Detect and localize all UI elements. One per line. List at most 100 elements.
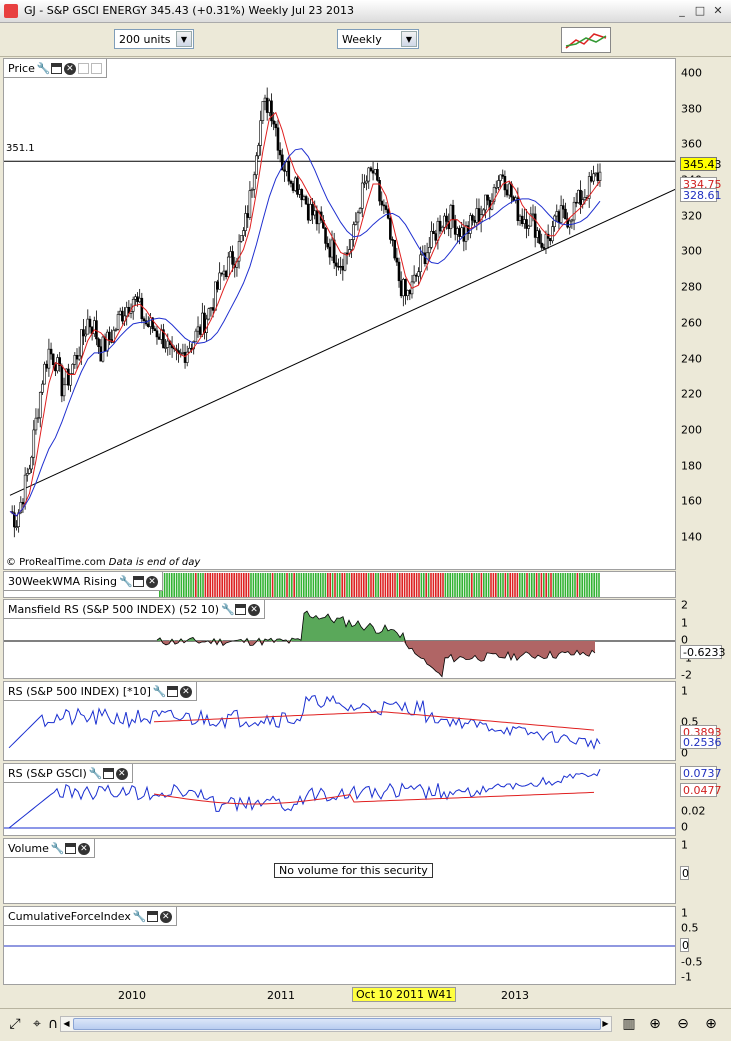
- wrench-icon[interactable]: 🔧: [88, 766, 103, 780]
- price-panel[interactable]: Price 🔧 ✕ 351.1 © ProRealTime.com Data i…: [3, 58, 676, 570]
- candle-body: [99, 346, 103, 362]
- wma-rising-bar: [574, 573, 576, 597]
- move-up-icon[interactable]: [90, 63, 102, 74]
- volume-panel-title: Volume: [8, 842, 49, 855]
- maximize-icon[interactable]: □: [694, 4, 706, 17]
- wrench-icon[interactable]: 🔧: [221, 602, 235, 616]
- close-icon[interactable]: ✕: [77, 842, 90, 855]
- candle-body: [211, 307, 215, 311]
- mansfield-panel[interactable]: Mansfield RS (S&P 500 INDEX) (52 10) 🔧 ✕: [3, 599, 676, 679]
- close-icon[interactable]: ✕: [115, 767, 128, 780]
- wrench-icon[interactable]: 🔧: [50, 841, 65, 855]
- wrench-icon[interactable]: 🔧: [36, 61, 51, 75]
- time-scrollbar[interactable]: ◀ ▶: [60, 1016, 612, 1032]
- candle-body: [337, 265, 340, 268]
- wma-rising-bar: [516, 573, 519, 597]
- candle-body: [469, 215, 472, 234]
- candle-body: [34, 417, 38, 431]
- wma-panel[interactable]: 30WeekWMA Rising 🔧 ✕: [3, 571, 676, 598]
- zoom-out-icon[interactable]: ⊖: [677, 1016, 689, 1032]
- wma-rising-bar: [523, 573, 526, 597]
- chevron-down-icon[interactable]: ▼: [401, 31, 417, 47]
- pointer-icon[interactable]: ⌖: [33, 1016, 41, 1032]
- wma-rising-bar: [375, 573, 377, 597]
- candle-body: [114, 329, 118, 331]
- rs500-panel[interactable]: RS (S&P 500 INDEX) [*10] 🔧 ✕: [3, 681, 676, 761]
- chart-style-button[interactable]: [561, 27, 611, 53]
- minimize-icon[interactable]: _: [679, 4, 685, 17]
- volume-panel-header: Volume 🔧 ✕: [4, 839, 95, 858]
- zoom-in-icon[interactable]: ⊕: [705, 1016, 717, 1032]
- mansfield-panel-header: Mansfield RS (S&P 500 INDEX) (52 10) 🔧 ✕: [4, 600, 266, 619]
- wrench-icon[interactable]: 🔧: [152, 684, 167, 698]
- window-icon[interactable]: [146, 911, 158, 922]
- close-icon[interactable]: ✕: [713, 4, 723, 17]
- candle-body: [248, 190, 252, 218]
- wma-rising-bar: [192, 573, 195, 597]
- window-icon[interactable]: [235, 604, 247, 615]
- bottom-toolbar: ⤢ ⌖ ∩ ◀ ▶ ▥ ⊕ ⊖ ⊕: [0, 1008, 731, 1041]
- cfi-panel[interactable]: CumulativeForceIndex 🔧 ✕: [3, 906, 676, 985]
- window-icon[interactable]: [102, 768, 114, 779]
- candle-body: [97, 338, 100, 347]
- wma-rising-bar: [559, 573, 562, 597]
- wma-rising-bar: [211, 573, 214, 597]
- close-icon[interactable]: ✕: [145, 575, 158, 588]
- candle-body: [58, 357, 62, 367]
- autoscale-icon[interactable]: ▥: [622, 1016, 636, 1032]
- wma-rising-bar: [562, 573, 564, 597]
- chevron-down-icon[interactable]: ▼: [176, 31, 192, 47]
- price-panel-header: Price 🔧 ✕: [4, 59, 107, 78]
- candle-body: [84, 333, 87, 337]
- period-select[interactable]: Weekly ▼: [337, 29, 419, 49]
- candle-body: [427, 247, 431, 254]
- window-icon[interactable]: [132, 576, 144, 587]
- candle-body: [218, 272, 221, 290]
- rs500-average-line: [153, 711, 595, 731]
- zoom-box-icon[interactable]: ⊕: [649, 1016, 661, 1032]
- wrench-icon[interactable]: 🔧: [132, 909, 147, 923]
- cfi-axis-tick: -0.5: [681, 955, 703, 969]
- zoom-chart-icon[interactable]: ⤢: [9, 1016, 21, 1032]
- candle-body: [460, 227, 463, 237]
- close-icon[interactable]: ✕: [159, 910, 172, 923]
- wma-rising-bar: [435, 573, 437, 597]
- window-icon[interactable]: [50, 63, 62, 74]
- candle-body: [339, 265, 342, 268]
- close-icon[interactable]: ✕: [179, 685, 192, 698]
- cfi-axis-tick: -1: [681, 970, 692, 984]
- price-chart: [4, 87, 675, 538]
- wma-rising-bar: [163, 573, 166, 597]
- candle-body: [587, 176, 591, 199]
- window-icon[interactable]: [166, 686, 178, 697]
- candle-body: [376, 169, 379, 181]
- wma-rising-bar: [497, 573, 499, 597]
- magnet-icon[interactable]: ∩: [47, 1016, 59, 1032]
- close-icon[interactable]: ✕: [63, 62, 76, 75]
- wrench-icon[interactable]: 🔧: [118, 574, 133, 588]
- candle-body: [574, 201, 578, 204]
- x-label-2010: 2010: [118, 989, 146, 1002]
- candle-body: [287, 161, 291, 182]
- candle-body: [207, 308, 211, 320]
- scroll-left-icon[interactable]: ◀: [63, 1019, 70, 1028]
- candle-body: [293, 177, 297, 191]
- toolbar: 200 units ▼ Weekly ▼: [0, 23, 731, 57]
- wma-rising-bar: [252, 573, 255, 597]
- candle-body: [201, 312, 204, 335]
- wma-rising-bar: [531, 573, 533, 597]
- rsgsci-panel[interactable]: RS (S&P GSCI) 🔧 ✕: [3, 763, 676, 836]
- volume-panel[interactable]: Volume 🔧 ✕ No volume for this security: [3, 838, 676, 904]
- candle-body: [332, 239, 336, 264]
- candle-body: [32, 429, 36, 458]
- wma-rising-bar: [403, 573, 406, 597]
- close-icon[interactable]: ✕: [248, 603, 261, 616]
- scroll-thumb[interactable]: [73, 1018, 601, 1030]
- candle-body: [380, 200, 384, 206]
- window-icon[interactable]: [64, 843, 76, 854]
- candle-body: [15, 526, 18, 528]
- add-indicator-icon[interactable]: [77, 63, 89, 74]
- scroll-right-icon[interactable]: ▶: [602, 1019, 609, 1028]
- candle-body: [298, 189, 301, 195]
- units-select[interactable]: 200 units ▼: [114, 29, 194, 49]
